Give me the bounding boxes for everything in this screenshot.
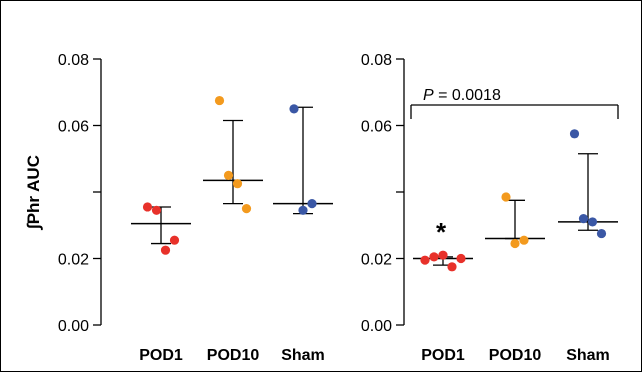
data-point <box>420 255 430 265</box>
data-point <box>232 179 243 189</box>
data-point <box>307 199 317 209</box>
x-category-label: Sham <box>281 347 325 364</box>
p-value-text: = 0.0018 <box>434 87 501 104</box>
data-point <box>223 170 234 180</box>
x-category-label: POD1 <box>421 347 465 364</box>
y-tick-label: 0.06 <box>361 119 392 136</box>
y-tick-label: 0.00 <box>361 318 392 335</box>
y-tick-label: 0.06 <box>58 119 89 136</box>
y-tick-label: 0.08 <box>361 52 392 69</box>
panel-right: 0.00 0.02 0.06 0.08 POD1 POD10 Sham P = 0.0018 * <box>361 52 619 364</box>
data-point <box>429 252 439 262</box>
x-category-label: POD10 <box>207 347 260 364</box>
x-category-label: Sham <box>566 347 610 364</box>
data-point <box>447 262 457 272</box>
x-category-label: POD10 <box>489 347 542 364</box>
significance-star: * <box>436 217 447 247</box>
panel-left: 0.00 0.02 0.06 0.08 ∫Phr AUC POD1 POD10 Sham <box>24 52 333 364</box>
y-tick-label: 0.00 <box>58 318 89 335</box>
data-point <box>569 129 580 139</box>
data-point <box>151 205 162 215</box>
data-point <box>438 250 448 260</box>
p-symbol: P <box>423 87 434 104</box>
data-point <box>169 235 180 245</box>
data-point <box>596 228 607 239</box>
data-point <box>510 238 520 249</box>
data-point <box>587 217 598 227</box>
data-point <box>456 253 466 264</box>
data-point <box>142 202 153 212</box>
y-tick-label: 0.02 <box>58 252 89 269</box>
x-category-label: POD1 <box>139 347 183 364</box>
data-point <box>298 205 308 215</box>
data-point <box>578 214 589 224</box>
data-point <box>241 204 252 214</box>
data-point <box>519 235 529 245</box>
y-tick-label: 0.08 <box>58 52 89 69</box>
data-point <box>289 104 299 114</box>
y-tick-label: 0.02 <box>361 252 392 269</box>
p-value-label: P = 0.0018 <box>423 87 501 104</box>
data-point <box>214 95 225 106</box>
data-point <box>160 245 171 255</box>
y-axis-label: ∫Phr AUC <box>24 155 43 231</box>
data-point <box>501 192 511 202</box>
